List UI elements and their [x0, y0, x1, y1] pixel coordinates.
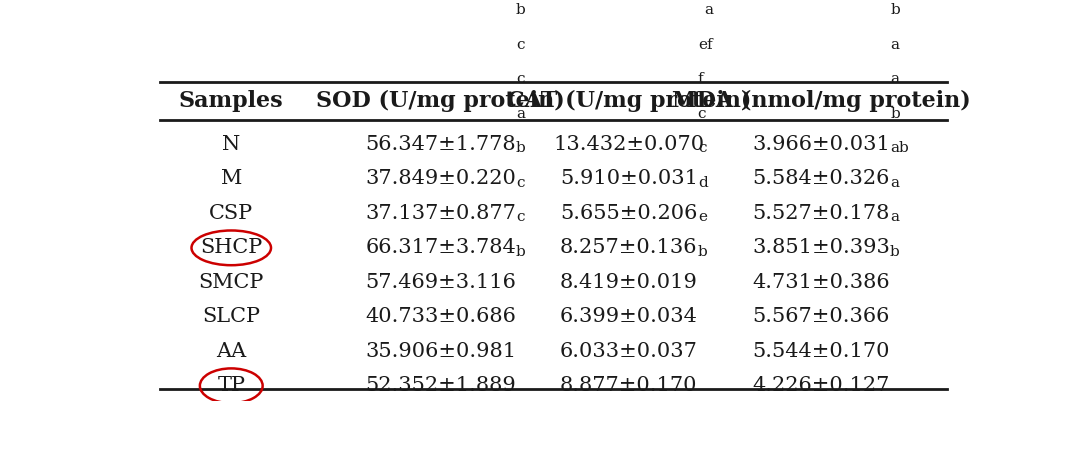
- Text: 5.544±0.170: 5.544±0.170: [753, 342, 890, 361]
- Text: AA: AA: [216, 342, 246, 361]
- Text: SLCP: SLCP: [202, 307, 260, 327]
- Text: d: d: [698, 175, 707, 189]
- Text: 8.257±0.136: 8.257±0.136: [561, 238, 698, 258]
- Text: b: b: [516, 3, 526, 17]
- Text: a: a: [704, 3, 714, 17]
- Text: 5.584±0.326: 5.584±0.326: [753, 170, 890, 189]
- Text: c: c: [516, 72, 525, 86]
- Text: b: b: [890, 244, 900, 258]
- Text: c: c: [516, 38, 525, 52]
- Text: c: c: [698, 141, 706, 155]
- Text: 52.352±1.889: 52.352±1.889: [365, 376, 516, 395]
- Text: 40.733±0.686: 40.733±0.686: [365, 307, 516, 327]
- Text: b: b: [698, 244, 707, 258]
- Text: 5.910±0.031: 5.910±0.031: [559, 170, 698, 189]
- Text: b: b: [890, 106, 900, 120]
- Text: 13.432±0.070: 13.432±0.070: [553, 135, 704, 154]
- Text: b: b: [516, 141, 526, 155]
- Text: f: f: [698, 72, 703, 86]
- Text: ab: ab: [890, 141, 909, 155]
- Text: TP: TP: [217, 376, 245, 395]
- Text: c: c: [516, 175, 525, 189]
- Text: CSP: CSP: [210, 204, 254, 223]
- Text: b: b: [516, 244, 526, 258]
- Text: a: a: [890, 210, 899, 224]
- Text: M: M: [220, 170, 242, 189]
- Text: 5.567±0.366: 5.567±0.366: [753, 307, 890, 327]
- Text: N: N: [222, 135, 241, 154]
- Text: 3.851±0.393: 3.851±0.393: [753, 238, 890, 258]
- Text: 5.527±0.178: 5.527±0.178: [753, 204, 890, 223]
- Text: 8.877±0.170: 8.877±0.170: [561, 376, 698, 395]
- Text: 6.033±0.037: 6.033±0.037: [559, 342, 698, 361]
- Text: 8.419±0.019: 8.419±0.019: [559, 273, 698, 292]
- Text: 37.137±0.877: 37.137±0.877: [365, 204, 516, 223]
- Text: MDA (nmol/mg protein): MDA (nmol/mg protein): [672, 90, 971, 112]
- Text: SMCP: SMCP: [199, 273, 264, 292]
- Text: SOD (U/mg protein): SOD (U/mg protein): [316, 90, 565, 112]
- Text: c: c: [698, 106, 706, 120]
- Text: c: c: [516, 210, 525, 224]
- Text: a: a: [890, 175, 899, 189]
- Text: 4.226±0.127: 4.226±0.127: [753, 376, 890, 395]
- Text: 66.317±3.784: 66.317±3.784: [365, 238, 516, 258]
- Text: b: b: [890, 3, 900, 17]
- Text: 35.906±0.981: 35.906±0.981: [365, 342, 516, 361]
- Text: 5.655±0.206: 5.655±0.206: [561, 204, 698, 223]
- Text: 37.849±0.220: 37.849±0.220: [365, 170, 516, 189]
- Text: SHCP: SHCP: [200, 238, 262, 258]
- Text: 4.731±0.386: 4.731±0.386: [753, 273, 890, 292]
- Text: e: e: [698, 210, 706, 224]
- Text: a: a: [890, 38, 899, 52]
- Text: 6.399±0.034: 6.399±0.034: [559, 307, 698, 327]
- Text: CAT (U/mg protein): CAT (U/mg protein): [507, 90, 751, 112]
- Text: a: a: [516, 106, 525, 120]
- Text: ef: ef: [698, 38, 713, 52]
- Text: Samples: Samples: [179, 90, 284, 112]
- Text: 3.966±0.031: 3.966±0.031: [753, 135, 890, 154]
- Text: a: a: [890, 72, 899, 86]
- Text: 57.469±3.116: 57.469±3.116: [365, 273, 516, 292]
- Text: 56.347±1.778: 56.347±1.778: [365, 135, 516, 154]
